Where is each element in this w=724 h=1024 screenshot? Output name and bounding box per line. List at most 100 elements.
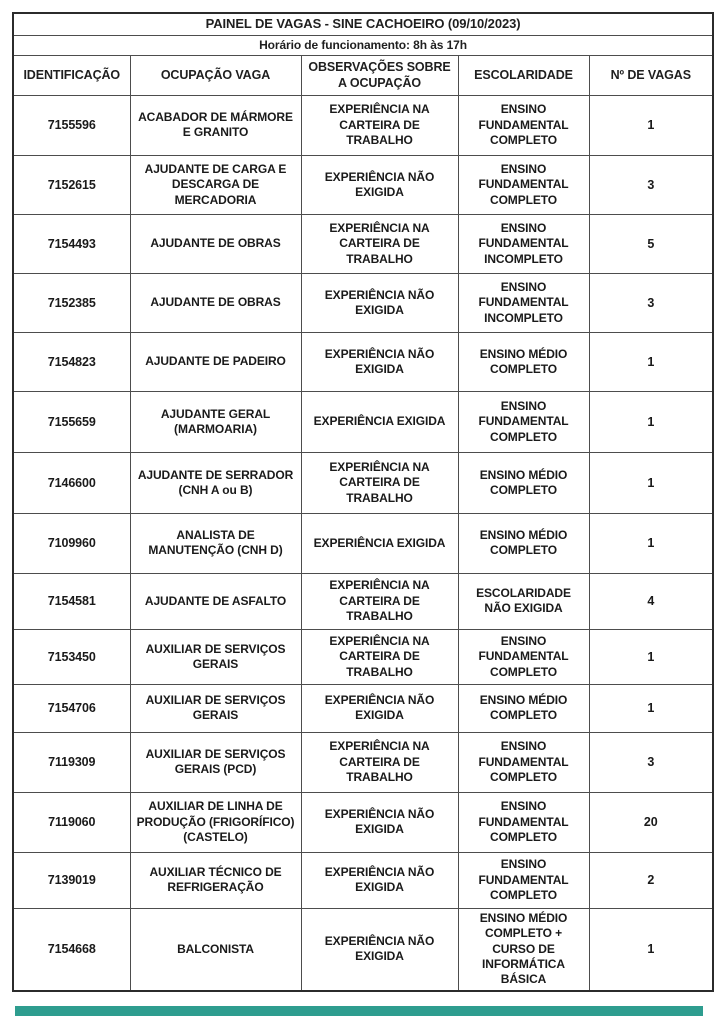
cell-escolaridade: ENSINO FUNDAMENTAL INCOMPLETO <box>457 213 590 274</box>
cell-num-vagas: 2 <box>588 851 714 909</box>
cell-escolaridade: ENSINO FUNDAMENTAL INCOMPLETO <box>457 272 590 333</box>
table-row: 7154706 AUXILIAR DE SERVIÇOS GERAIS EXPERI… <box>12 683 714 733</box>
cell-ocupacao: AJUDANTE DE SERRADOR (CNH A ou B) <box>129 451 302 514</box>
cell-observacoes: EXPERIÊNCIA NA CARTEIRA DE TRABALHO <box>300 213 459 274</box>
table-row: 7155659 AJUDANTE GERAL (MARMOARIA) EXPERIÊ… <box>12 390 714 453</box>
cell-identificacao: 7154581 <box>12 572 131 630</box>
table-row: 7155596 ACABADOR DE MÁRMORE E GRANITO EXPE… <box>12 94 714 156</box>
title-row: PAINEL DE VAGAS - SINE CACHOEIRO (09/10/… <box>12 12 714 36</box>
cell-observacoes: EXPERIÊNCIA NÃO EXIGIDA <box>300 791 459 853</box>
cell-observacoes: EXPERIÊNCIA NA CARTEIRA DE TRABALHO <box>300 94 459 156</box>
table-row: 7154581 AJUDANTE DE ASFALTO EXPERIÊNCIA NA… <box>12 572 714 630</box>
cell-identificacao: 7154668 <box>12 907 131 992</box>
cell-num-vagas: 1 <box>588 451 714 514</box>
cell-ocupacao: AJUDANTE DE ASFALTO <box>129 572 302 630</box>
cell-escolaridade: ENSINO MÉDIO COMPLETO <box>457 331 590 392</box>
cell-ocupacao: AJUDANTE DE CARGA E DESCARGA DE MERCADOR… <box>129 154 302 215</box>
cell-observacoes: EXPERIÊNCIA NA CARTEIRA DE TRABALHO <box>300 731 459 793</box>
cell-ocupacao: AUXILIAR TÉCNICO DE REFRIGERAÇÃO <box>129 851 302 909</box>
cell-identificacao: 7119060 <box>12 791 131 853</box>
cell-num-vagas: 1 <box>588 390 714 453</box>
cell-escolaridade: ESCOLARIDADE NÃO EXIGIDA <box>457 572 590 630</box>
cell-identificacao: 7155596 <box>12 94 131 156</box>
header-row: IDENTIFICAÇÃO OCUPAÇÃO VAGA OBSERVAÇÕES SO… <box>12 54 714 96</box>
table-row: 7154668 BALCONISTA EXPERIÊNCIA NÃO EXIGIDA… <box>12 907 714 992</box>
column-header-escolaridade: ESCOLARIDADE <box>457 54 590 96</box>
cell-observacoes: EXPERIÊNCIA NÃO EXIGIDA <box>300 331 459 392</box>
cell-num-vagas: 1 <box>588 94 714 156</box>
cell-num-vagas: 1 <box>588 512 714 574</box>
cell-num-vagas: 1 <box>588 683 714 733</box>
cell-ocupacao: BALCONISTA <box>129 907 302 992</box>
cell-identificacao: 7139019 <box>12 851 131 909</box>
page-title: PAINEL DE VAGAS - SINE CACHOEIRO (09/10/… <box>12 12 714 36</box>
cell-observacoes: EXPERIÊNCIA NA CARTEIRA DE TRABALHO <box>300 572 459 630</box>
cell-escolaridade: ENSINO FUNDAMENTAL COMPLETO <box>457 791 590 853</box>
cell-identificacao: 7152615 <box>12 154 131 215</box>
column-header-num-vagas: Nº DE VAGAS <box>588 54 714 96</box>
cell-escolaridade: ENSINO FUNDAMENTAL COMPLETO <box>457 154 590 215</box>
cell-observacoes: EXPERIÊNCIA NA CARTEIRA DE TRABALHO <box>300 451 459 514</box>
cell-num-vagas: 3 <box>588 731 714 793</box>
cell-num-vagas: 20 <box>588 791 714 853</box>
column-header-identificacao: IDENTIFICAÇÃO <box>12 54 131 96</box>
cell-observacoes: EXPERIÊNCIA NÃO EXIGIDA <box>300 683 459 733</box>
cell-escolaridade: ENSINO MÉDIO COMPLETO + CURSO DE INFORMÁ… <box>457 907 590 992</box>
cell-ocupacao: AUXILIAR DE LINHA DE PRODUÇÃO (FRIGORÍFI… <box>129 791 302 853</box>
table-row: 7139019 AUXILIAR TÉCNICO DE REFRIGERAÇÃO E… <box>12 851 714 909</box>
cell-ocupacao: AUXILIAR DE SERVIÇOS GERAIS (PCD) <box>129 731 302 793</box>
table-row: 7152385 AJUDANTE DE OBRAS EXPERIÊNCIA NÃO … <box>12 272 714 333</box>
cell-num-vagas: 3 <box>588 272 714 333</box>
cell-observacoes: EXPERIÊNCIA EXIGIDA <box>300 390 459 453</box>
table-row: 7154493 AJUDANTE DE OBRAS EXPERIÊNCIA NA C… <box>12 213 714 274</box>
cell-observacoes: EXPERIÊNCIA EXIGIDA <box>300 512 459 574</box>
cell-escolaridade: ENSINO FUNDAMENTAL COMPLETO <box>457 851 590 909</box>
column-header-ocupacao: OCUPAÇÃO VAGA <box>129 54 302 96</box>
cell-observacoes: EXPERIÊNCIA NÃO EXIGIDA <box>300 154 459 215</box>
cell-escolaridade: ENSINO MÉDIO COMPLETO <box>457 683 590 733</box>
cell-ocupacao: AJUDANTE DE PADEIRO <box>129 331 302 392</box>
cell-observacoes: EXPERIÊNCIA NÃO EXIGIDA <box>300 907 459 992</box>
cell-observacoes: EXPERIÊNCIA NÃO EXIGIDA <box>300 272 459 333</box>
cell-escolaridade: ENSINO MÉDIO COMPLETO <box>457 512 590 574</box>
cell-observacoes: EXPERIÊNCIA NA CARTEIRA DE TRABALHO <box>300 628 459 685</box>
cell-num-vagas: 3 <box>588 154 714 215</box>
table-row: 7109960 ANALISTA DE MANUTENÇÃO (CNH D) EXP… <box>12 512 714 574</box>
cell-identificacao: 7119309 <box>12 731 131 793</box>
cell-num-vagas: 4 <box>588 572 714 630</box>
footer-bar <box>15 1006 703 1016</box>
cell-ocupacao: ACABADOR DE MÁRMORE E GRANITO <box>129 94 302 156</box>
cell-num-vagas: 1 <box>588 628 714 685</box>
table-row: 7119060 AUXILIAR DE LINHA DE PRODUÇÃO (FR… <box>12 791 714 853</box>
table-row: 7154823 AJUDANTE DE PADEIRO EXPERIÊNCIA NÃ… <box>12 331 714 392</box>
cell-ocupacao: AUXILIAR DE SERVIÇOS GERAIS <box>129 683 302 733</box>
table-row: 7146600 AJUDANTE DE SERRADOR (CNH A ou B)… <box>12 451 714 514</box>
cell-escolaridade: ENSINO FUNDAMENTAL COMPLETO <box>457 731 590 793</box>
cell-identificacao: 7154493 <box>12 213 131 274</box>
vagas-table-body: 7155596 ACABADOR DE MÁRMORE E GRANITO EXPE… <box>12 94 714 992</box>
table-row: 7119309 AUXILIAR DE SERVIÇOS GERAIS (PCD)… <box>12 731 714 793</box>
cell-identificacao: 7152385 <box>12 272 131 333</box>
cell-identificacao: 7154706 <box>12 683 131 733</box>
cell-escolaridade: ENSINO MÉDIO COMPLETO <box>457 451 590 514</box>
cell-identificacao: 7155659 <box>12 390 131 453</box>
cell-ocupacao: AUXILIAR DE SERVIÇOS GERAIS <box>129 628 302 685</box>
cell-num-vagas: 1 <box>588 907 714 992</box>
cell-identificacao: 7109960 <box>12 512 131 574</box>
cell-ocupacao: AJUDANTE DE OBRAS <box>129 213 302 274</box>
table-row: 7152615 AJUDANTE DE CARGA E DESCARGA DE M… <box>12 154 714 215</box>
cell-escolaridade: ENSINO FUNDAMENTAL COMPLETO <box>457 390 590 453</box>
table-row: 7153450 AUXILIAR DE SERVIÇOS GERAIS EXPERI… <box>12 628 714 685</box>
cell-escolaridade: ENSINO FUNDAMENTAL COMPLETO <box>457 94 590 156</box>
vagas-table: PAINEL DE VAGAS - SINE CACHOEIRO (09/10/… <box>12 12 715 992</box>
column-header-observacoes: OBSERVAÇÕES SOBRE A OCUPAÇÃO <box>300 54 459 96</box>
opening-hours-text: Horário de funcionamento: 8h às 17h <box>12 34 714 56</box>
cell-ocupacao: ANALISTA DE MANUTENÇÃO (CNH D) <box>129 512 302 574</box>
cell-ocupacao: AJUDANTE GERAL (MARMOARIA) <box>129 390 302 453</box>
cell-escolaridade: ENSINO FUNDAMENTAL COMPLETO <box>457 628 590 685</box>
cell-identificacao: 7146600 <box>12 451 131 514</box>
cell-num-vagas: 5 <box>588 213 714 274</box>
subtitle-row: Horário de funcionamento: 8h às 17h <box>12 34 714 56</box>
cell-observacoes: EXPERIÊNCIA NÃO EXIGIDA <box>300 851 459 909</box>
